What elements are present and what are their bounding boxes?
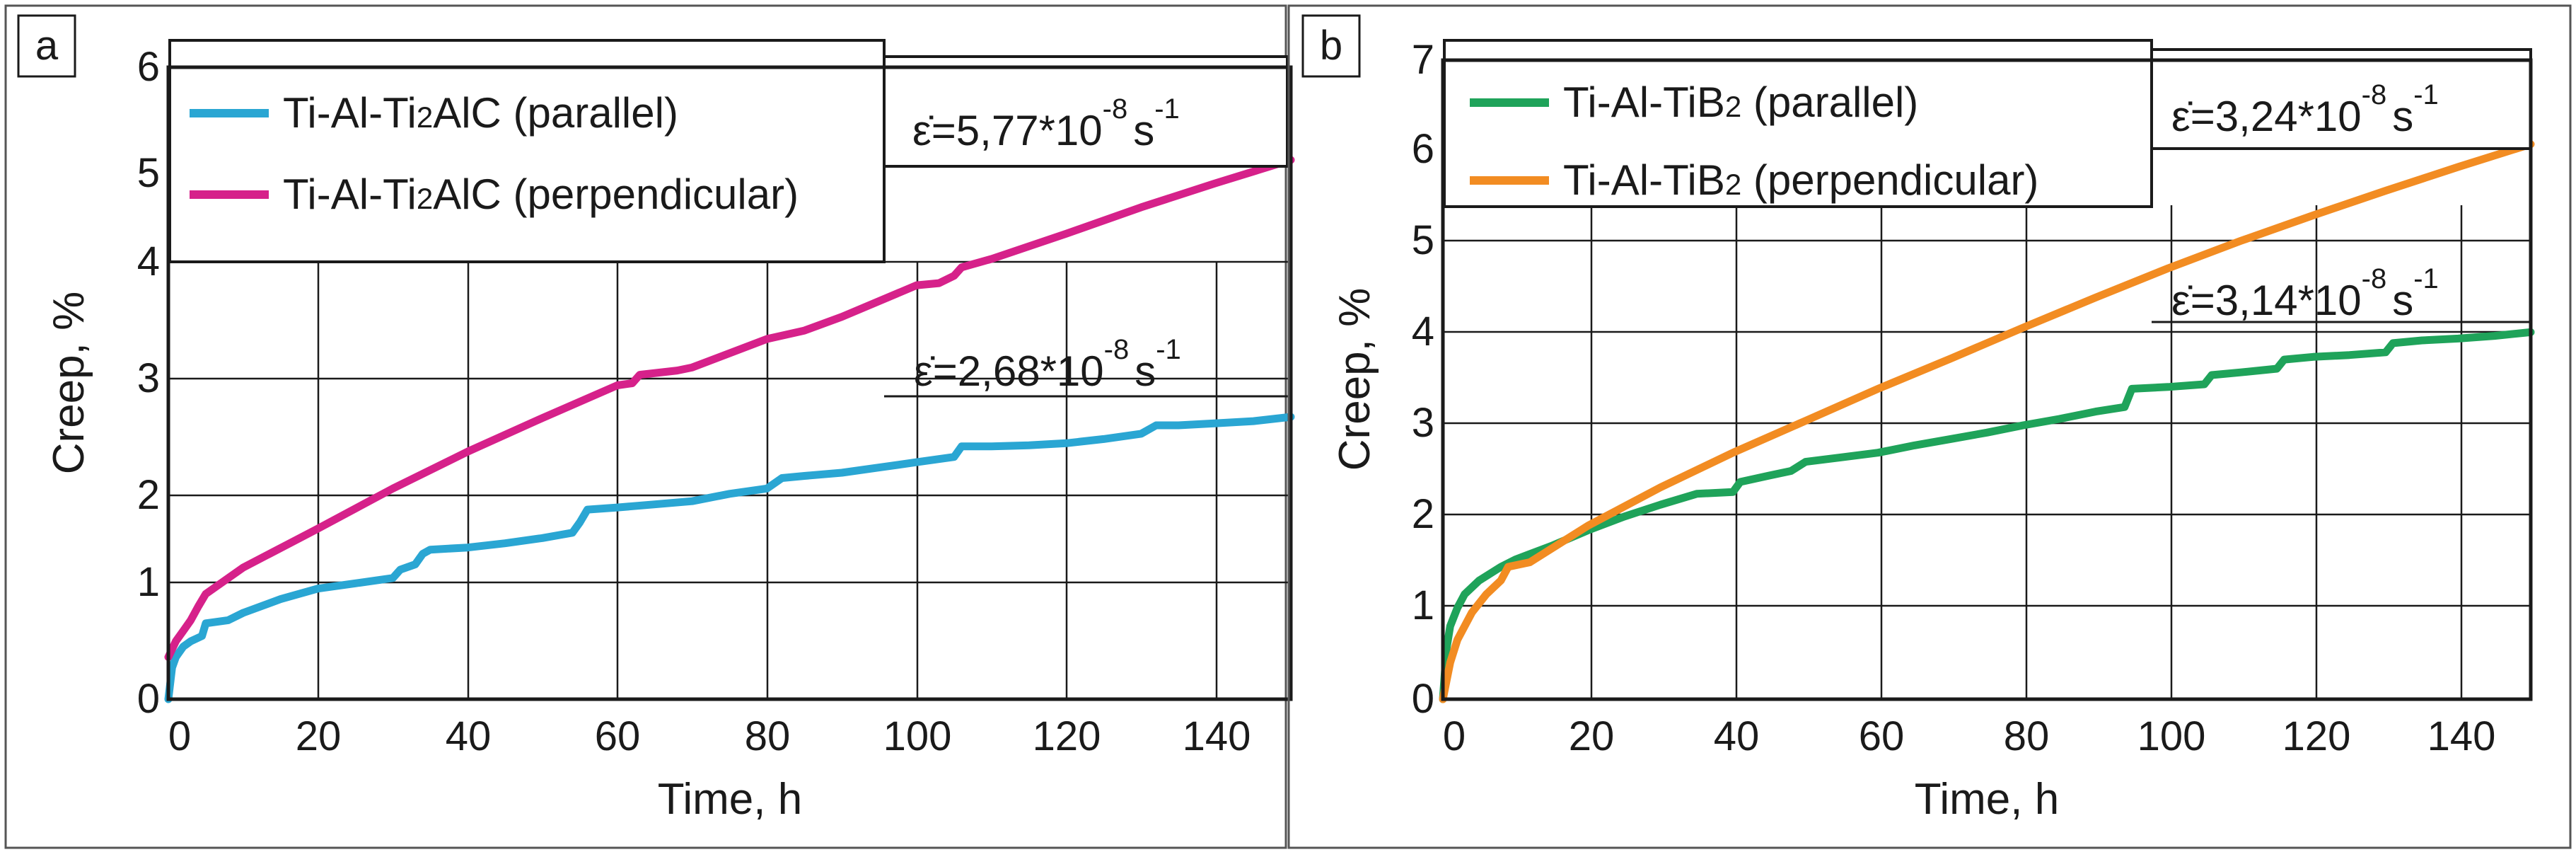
panel-a-series-parallel-line [164, 413, 1295, 703]
panel-b-grid [1443, 205, 2531, 699]
panel-a-letter: a [35, 23, 59, 69]
panel-a-ytick-0: 0 [137, 676, 160, 722]
panel-b-xtick-140: 140 [2427, 713, 2496, 759]
panel-b-ytick-4: 4 [1412, 309, 1434, 355]
panel-a-xtick-40: 40 [446, 713, 492, 759]
panel-b-legend-label-perpendicular: Ti-Al-TiB2 (perpendicular) [1563, 156, 2038, 204]
panel-b-series [1439, 140, 2535, 703]
panel-a-legend-label-perpendicular: Ti-Al-Ti2AlC (perpendicular) [283, 171, 799, 218]
panel-a-ytick-3: 3 [137, 355, 160, 401]
panel-a-plot-area [166, 65, 1293, 701]
panel-b-series-parallel-line [1439, 328, 2535, 703]
panel-b: b Ti-Al-TiB2 (parallel) Ti-Al-TiB2 (perp… [1287, 4, 2572, 849]
panel-a-rate-parallel: ε̇=2,68*10-8 s-1 [914, 334, 1181, 395]
panel-a-xtick-120: 120 [1033, 713, 1101, 759]
panel-b-xtick-0: 0 [1443, 713, 1466, 759]
panel-a-xtick-80: 80 [745, 713, 791, 759]
panel-a-legend [168, 39, 886, 263]
panel-b-letter-box [1301, 14, 1361, 78]
panel-a-x-ticks: 0 20 40 60 80 100 120 140 [168, 713, 1251, 759]
panel-b-plot-area [1441, 58, 2533, 701]
panel-b-xtick-60: 60 [1859, 713, 1905, 759]
panel-b-rate-parallel: ε̇=3,14*10-8 s-1 [2171, 263, 2439, 324]
panel-a-rate-parallel-group: ε̇=2,68*10-8 s-1 [884, 334, 1289, 398]
panel-a-ytick-5: 5 [137, 150, 160, 196]
panel-a-frame [4, 4, 1287, 849]
panel-b-ytick-5: 5 [1412, 217, 1434, 263]
panel-b-letter: b [1320, 23, 1342, 69]
panel-b-y-ticks: 0 1 2 3 4 5 6 7 [1412, 37, 1434, 722]
panel-a-y-ticks: 0 1 2 3 4 5 6 [137, 44, 160, 722]
panel-a-ytick-4: 4 [137, 238, 160, 284]
panel-a-series-perpendicular-line [164, 156, 1295, 661]
panel-b-y-axis-title: Creep, % [1330, 288, 1379, 471]
panel-b-legend [1443, 39, 2153, 208]
panel-a-x-axis-title: Time, h [658, 775, 802, 824]
panel-b-xtick-120: 120 [2282, 713, 2351, 759]
panel-b-ytick-3: 3 [1412, 400, 1434, 446]
panel-a-series [164, 156, 1295, 703]
panel-b-xtick-100: 100 [2137, 713, 2206, 759]
panel-b-series-perpendicular-line [1439, 140, 2535, 703]
panel-b-ytick-1: 1 [1412, 582, 1434, 628]
panel-a: a Ti-Al-Ti2AlC (parallel) Ti-Al-Ti2AlC (… [4, 4, 1295, 849]
panel-b-rate-parallel-group: ε̇=3,14*10-8 s-1 [2152, 263, 2529, 324]
panel-b-xtick-20: 20 [1569, 713, 1615, 759]
panel-a-xtick-140: 140 [1183, 713, 1251, 759]
panel-b-ytick-0: 0 [1412, 676, 1434, 722]
panel-b-frame [1287, 4, 2572, 849]
panel-b-ytick-7: 7 [1412, 37, 1434, 83]
panel-a-xtick-20: 20 [296, 713, 342, 759]
panel-b-rate-box [2150, 48, 2532, 150]
panel-b-x-ticks: 0 20 40 60 80 100 120 140 [1443, 713, 2496, 759]
panel-a-rate-perpendicular: ε̇=5,77*10-8 s-1 [912, 93, 1180, 154]
panel-a-rate-box [883, 55, 1289, 168]
panel-a-xtick-0: 0 [168, 713, 191, 759]
panel-a-ytick-2: 2 [137, 472, 160, 518]
panel-b-xtick-40: 40 [1714, 713, 1760, 759]
panel-a-legend-label-parallel: Ti-Al-Ti2AlC (parallel) [283, 89, 678, 137]
panel-a-grid [168, 260, 1291, 699]
panel-b-rate-perpendicular: ε̇=3,24*10-8 s-1 [2171, 79, 2439, 140]
panel-b-ytick-2: 2 [1412, 491, 1434, 537]
panel-a-ytick-6: 6 [137, 44, 160, 90]
panel-a-xtick-60: 60 [595, 713, 641, 759]
panel-a-letter-box [17, 14, 76, 78]
panel-b-xtick-80: 80 [2004, 713, 2050, 759]
panel-b-legend-label-parallel: Ti-Al-TiB2 (parallel) [1563, 79, 1918, 126]
panel-b-ytick-6: 6 [1412, 126, 1434, 172]
panel-a-xtick-100: 100 [883, 713, 952, 759]
panel-a-y-axis-title: Creep, % [45, 292, 93, 474]
panel-b-x-axis-title: Time, h [1915, 775, 2059, 824]
panel-a-ytick-1: 1 [137, 559, 160, 605]
